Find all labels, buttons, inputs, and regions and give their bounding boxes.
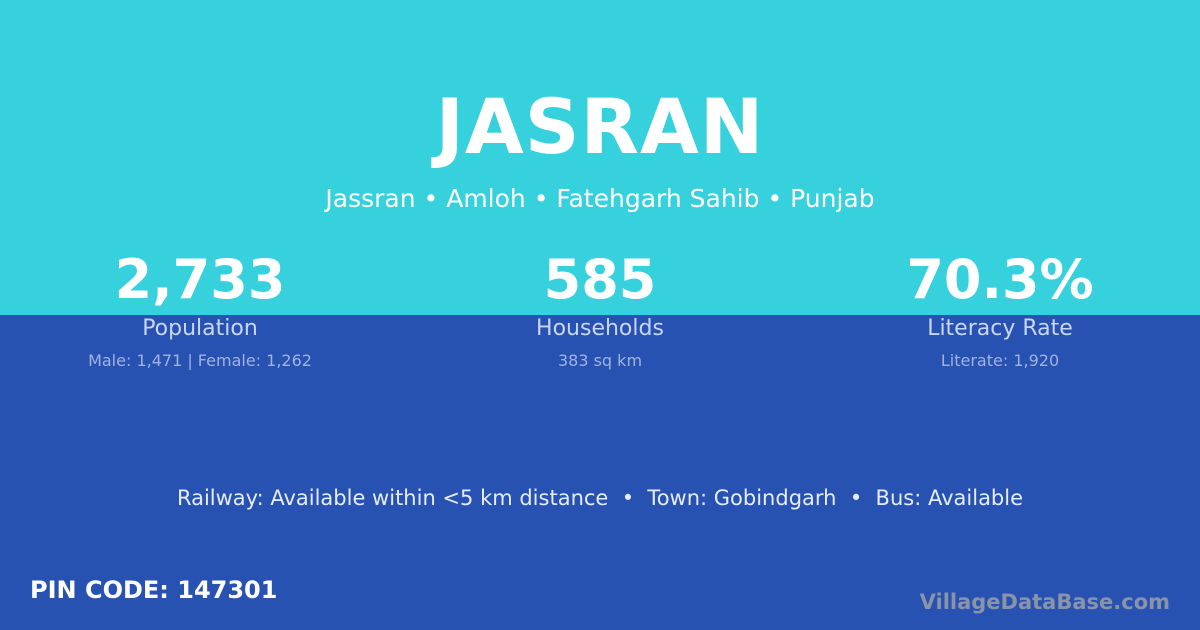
stat-label: Households	[536, 316, 664, 341]
stat-households: 585 Households 383 sq km	[400, 248, 800, 371]
stat-population: 2,733 Population Male: 1,471 | Female: 1…	[0, 248, 400, 371]
stat-value: 70.3%	[906, 248, 1094, 311]
stat-value: 585	[543, 248, 657, 311]
pin-code: PIN CODE: 147301	[30, 576, 278, 604]
facts-line: Railway: Available within <5 km distance…	[176, 486, 1024, 510]
footer-band	[0, 315, 1200, 630]
stat-label: Literacy Rate	[927, 316, 1073, 341]
stat-label: Population	[142, 316, 258, 341]
stat-detail: 383 sq km	[557, 351, 643, 370]
village-title: JASRAN	[435, 82, 765, 171]
watermark-logo: VillageDataBase.com	[919, 590, 1170, 614]
location-breadcrumb: Jassran • Amloh • Fatehgarh Sahib • Punj…	[325, 184, 875, 213]
stat-value: 2,733	[114, 248, 286, 311]
header-band	[0, 0, 1200, 315]
stat-detail: Male: 1,471 | Female: 1,262	[88, 351, 312, 370]
stat-detail: Literate: 1,920	[940, 351, 1060, 370]
stat-literacy: 70.3% Literacy Rate Literate: 1,920	[800, 248, 1200, 371]
